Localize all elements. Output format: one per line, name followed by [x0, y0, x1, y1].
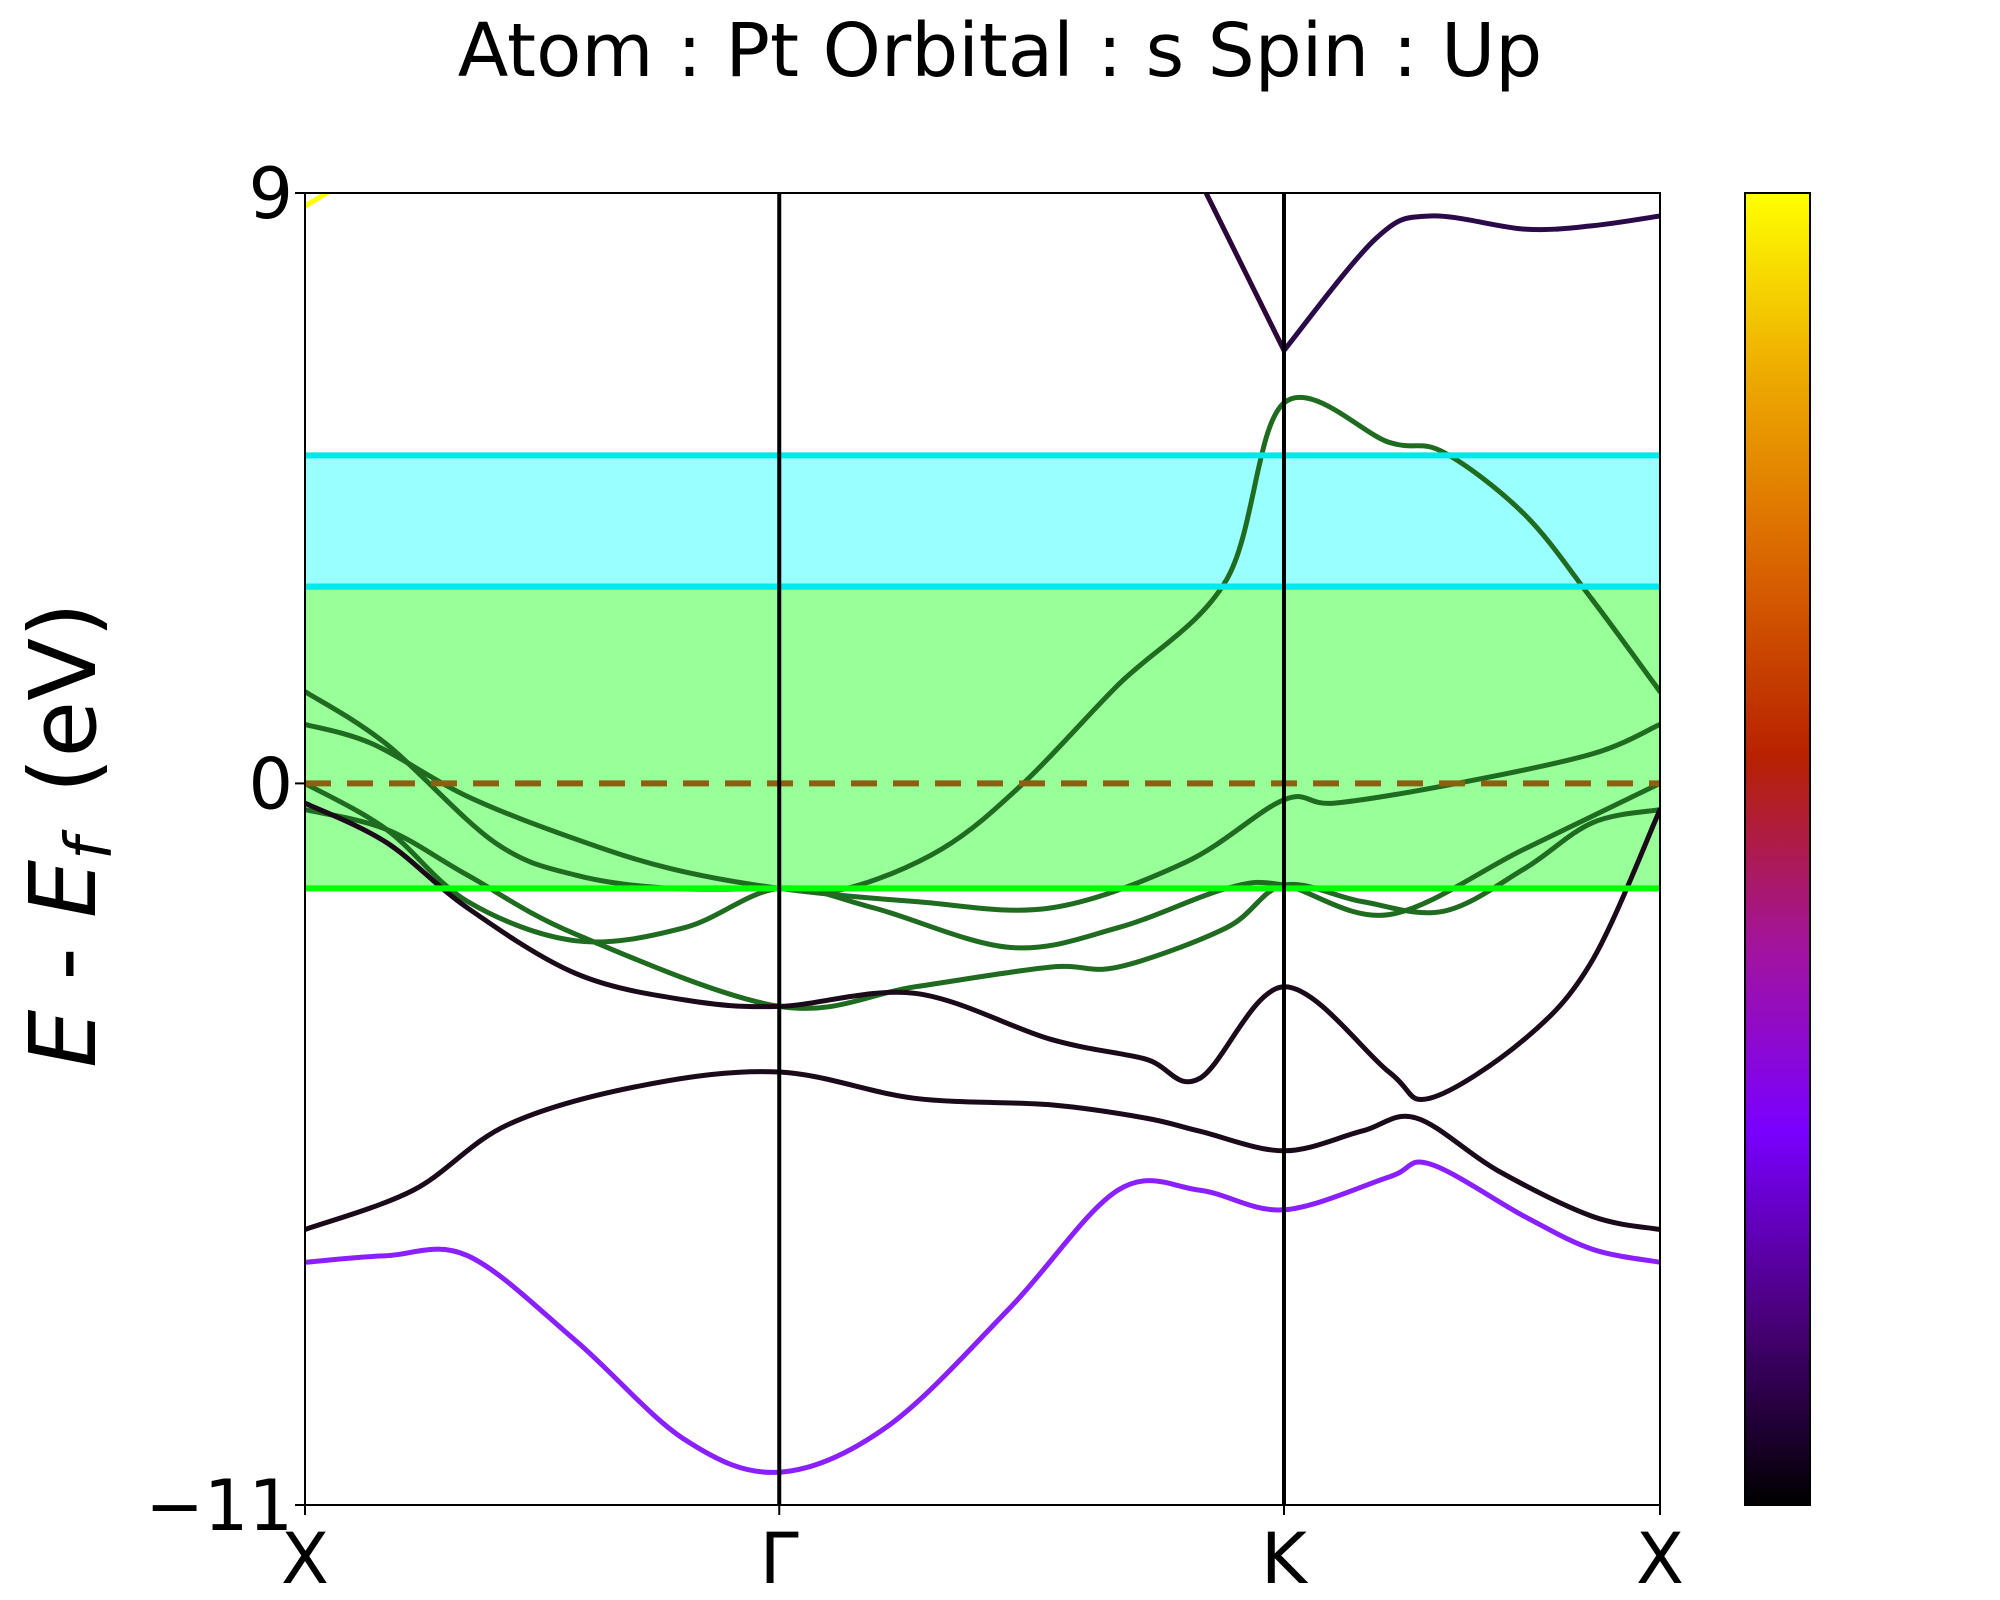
- band-line-7: [305, 800, 1660, 1102]
- y-tick-label-2: −11: [145, 1465, 293, 1547]
- band-line-9: [305, 1159, 1660, 1475]
- band-line-6: [305, 780, 1660, 951]
- shaded-region-1: [305, 586, 1660, 889]
- x-tick-label-0: X: [281, 1518, 329, 1600]
- y-tick-label-1: 0: [248, 743, 293, 825]
- band-line-3: [305, 394, 1660, 894]
- band-line-2: [1281, 213, 1660, 353]
- reference-lines: [305, 193, 1660, 1505]
- x-tick-label-1: Γ: [760, 1518, 799, 1600]
- x-tick-label-3: X: [1636, 1518, 1684, 1600]
- y-axis-label: E - Ef(eV): [10, 602, 127, 1068]
- band-line-0: [305, 193, 332, 209]
- band-line-1: [1203, 193, 1287, 353]
- colorbar: [1744, 192, 1811, 1506]
- band-line-5: [305, 807, 1660, 1011]
- plot-frame: [304, 192, 1661, 1506]
- y-tick-label-0: 9: [248, 153, 293, 235]
- band-line-8: [305, 1069, 1660, 1232]
- axis-ticks: 90−11X Γ K X: [145, 153, 1684, 1600]
- shaded-region-0: [305, 455, 1660, 587]
- band-lines: [305, 193, 1660, 1475]
- x-tick-label-2: K: [1261, 1518, 1309, 1600]
- band-line-4: [305, 721, 1660, 913]
- chart-title: Atom : Pt Orbital : s Spin : Up: [458, 8, 1543, 94]
- shaded-regions: [305, 455, 1660, 889]
